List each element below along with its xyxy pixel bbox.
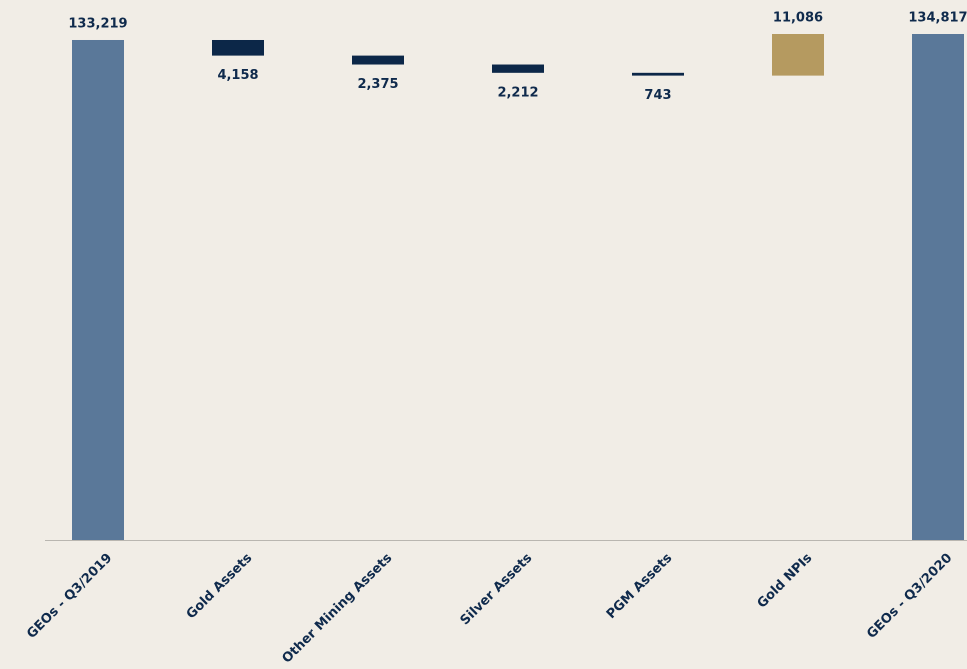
bar <box>72 39 124 540</box>
bar <box>632 72 684 76</box>
value-label: 11,086 <box>773 11 823 26</box>
value-label: 2,375 <box>357 77 398 92</box>
value-label: 743 <box>644 88 671 103</box>
bar <box>772 34 824 76</box>
bar <box>212 39 264 56</box>
bar <box>912 34 964 540</box>
value-label: 4,158 <box>217 68 258 83</box>
bar <box>352 55 404 65</box>
value-label: 134,817 <box>908 11 967 26</box>
value-label: 2,212 <box>497 85 538 100</box>
value-label: 133,219 <box>68 16 127 31</box>
bar <box>492 64 544 73</box>
